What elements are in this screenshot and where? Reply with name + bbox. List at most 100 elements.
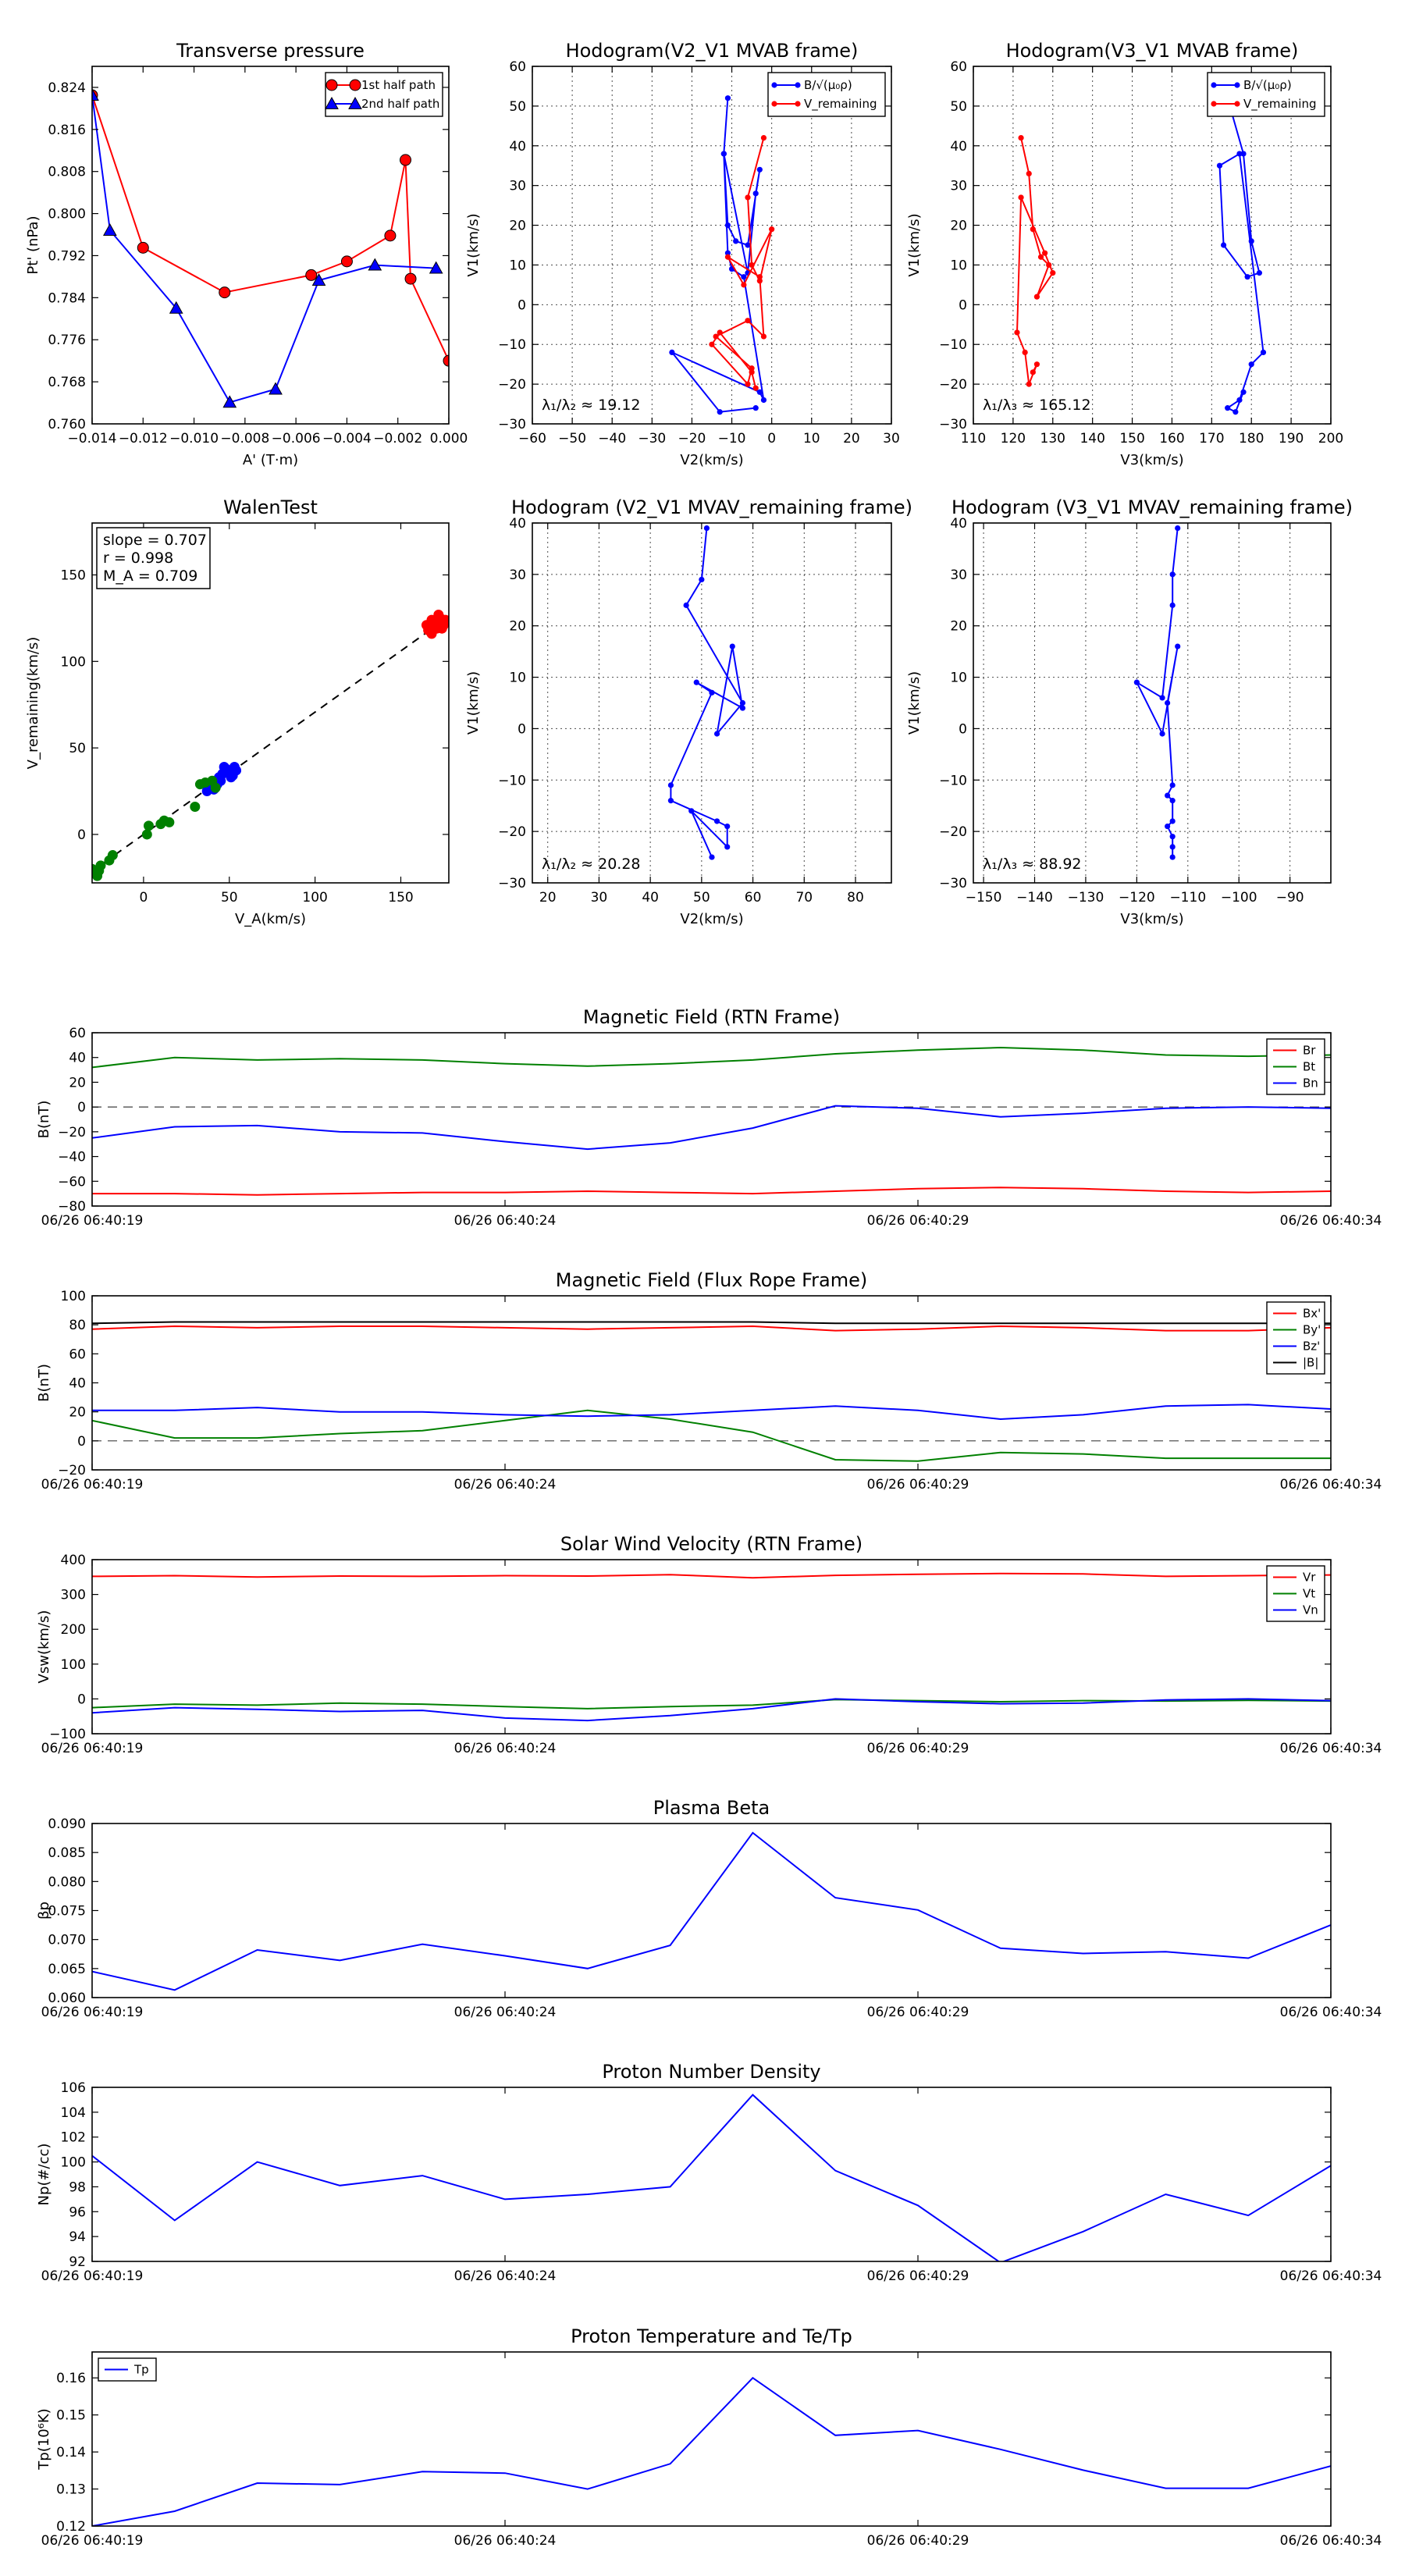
y-tick-label: 40	[950, 516, 967, 532]
x-tick-label: 30	[591, 890, 608, 906]
stats-line: r = 0.998	[103, 550, 173, 567]
data-point	[433, 609, 444, 620]
y-tick-label: 40	[69, 1051, 86, 1066]
series-tp	[92, 2376, 1331, 2526]
legend: Bx' By' Bz' |B|	[1266, 1301, 1325, 1375]
y-tick-label: 100	[61, 654, 86, 670]
annotation-text: λ₁/λ₂ ≈ 19.12	[542, 397, 641, 414]
plot-area	[669, 95, 775, 415]
data-point	[164, 817, 175, 827]
series-line	[710, 137, 773, 389]
y-tick-label: 30	[509, 179, 526, 194]
data-point	[1225, 405, 1231, 411]
data-point	[1022, 349, 1028, 355]
legend-label: Tp	[133, 2363, 149, 2377]
data-point	[1216, 162, 1223, 169]
y-tick-label: 50	[69, 741, 86, 756]
y-tick-label: 94	[69, 2229, 86, 2245]
plot-area	[92, 2094, 1331, 2261]
data-point	[1159, 731, 1165, 737]
y-tick-label: 0.776	[48, 333, 86, 348]
annotation-text: λ₁/λ₃ ≈ 165.12	[983, 397, 1091, 414]
data-point	[1232, 409, 1239, 415]
data-point	[729, 643, 735, 649]
legend-label: By'	[1303, 1323, 1321, 1337]
y-tick-label: 20	[69, 1075, 86, 1091]
data-point	[1248, 238, 1254, 244]
y-tick-label: 0.065	[48, 1962, 86, 1977]
chart-ts1: −80 −60 −40 −20 0 20 40 60 06/26 06:40:19 06/26 0…	[36, 1006, 1382, 1229]
data-point	[1175, 643, 1181, 649]
y-tick-label: 60	[69, 1347, 86, 1362]
y-tick-label: −20	[939, 377, 967, 393]
legend: Br Bt Bn	[1266, 1038, 1325, 1095]
y-tick-label: −30	[498, 876, 526, 891]
chart-title: Proton Temperature and Te/Tp	[571, 2325, 852, 2347]
data-point	[190, 801, 201, 812]
series-beta	[92, 1831, 1331, 1991]
series-hodogram	[1133, 525, 1181, 860]
y-tick-label: 10	[509, 258, 526, 273]
data-point	[756, 278, 763, 284]
data-point	[667, 798, 674, 804]
data-point	[1244, 274, 1250, 280]
y-axis-label: V_remaining(km/s)	[25, 637, 41, 770]
x-tick-label: −0.014	[68, 431, 117, 447]
data-point	[1211, 82, 1217, 88]
axes-frame	[973, 522, 1332, 884]
x-tick-label: −0.004	[322, 431, 372, 447]
x-tick-label: 06/26 06:40:24	[454, 2533, 557, 2549]
x-tick-label: −40	[598, 431, 626, 447]
series-line	[92, 2094, 1331, 2261]
x-tick-label: −30	[638, 431, 666, 447]
data-point	[226, 772, 237, 783]
chart-ts2: −20 0 20 40 60 80 100 06/26 06:40:19 06/26 06:40…	[36, 1269, 1382, 1493]
data-point	[144, 820, 155, 831]
legend-label: V_remaining	[804, 97, 877, 112]
x-tick-label: 06/26 06:40:34	[1280, 1213, 1382, 1229]
data-point	[745, 318, 751, 324]
x-tick-label: 10	[803, 431, 820, 447]
y-tick-label: 106	[61, 2080, 86, 2096]
data-point	[1165, 823, 1171, 830]
chart-title: Plasma Beta	[653, 1797, 770, 1819]
series-line	[1134, 528, 1179, 858]
data-point	[756, 166, 763, 173]
legend-box	[325, 72, 443, 117]
chart-ts4: 0.060 0.065 0.070 0.075 0.080 0.085 0.090 06/26…	[36, 1797, 1382, 2020]
x-tick-label: 0.000	[430, 431, 468, 447]
y-tick-label: −10	[498, 337, 526, 353]
y-tick-label: 0.784	[48, 290, 86, 306]
legend-box	[767, 72, 886, 117]
x-tick-label: 30	[883, 431, 900, 447]
data-point	[1159, 695, 1165, 701]
x-tick-label: 06/26 06:40:24	[454, 2005, 557, 2020]
series-line	[1218, 98, 1264, 414]
x-tick-label: 50	[693, 890, 710, 906]
chart-title: WalenTest	[223, 496, 318, 518]
data-point	[1169, 818, 1176, 824]
data-point	[795, 82, 801, 88]
x-axis-label: V3(km/s)	[1120, 911, 1183, 927]
data-point	[733, 238, 739, 244]
legend-label: B/√(μ₀ρ)	[1243, 78, 1292, 92]
data-point	[1026, 381, 1032, 387]
data-point	[1033, 361, 1040, 368]
data-point	[709, 341, 715, 347]
x-tick-label: 50	[221, 890, 238, 906]
series-red	[421, 609, 449, 639]
y-tick-label: 50	[950, 99, 967, 115]
chart-title: Proton Number Density	[602, 2061, 820, 2083]
x-tick-label: −0.006	[272, 431, 321, 447]
data-point	[752, 385, 759, 391]
x-tick-label: −0.010	[169, 431, 219, 447]
data-point	[1037, 254, 1044, 260]
x-tick-label: 200	[1318, 431, 1343, 447]
x-tick-label: 06/26 06:40:34	[1280, 1741, 1382, 1756]
chart-h3: −30 −20 −10 0 10 20 30 40 20 30 40 50 60 70 80 Hodogram…	[465, 496, 912, 927]
x-tick-label: 140	[1080, 431, 1104, 447]
data-point	[1236, 151, 1243, 157]
legend: 1st half path 2nd half path	[325, 72, 443, 117]
y-tick-label: 0.760	[48, 417, 86, 432]
x-tick-label: 06/26 06:40:19	[41, 2533, 144, 2549]
